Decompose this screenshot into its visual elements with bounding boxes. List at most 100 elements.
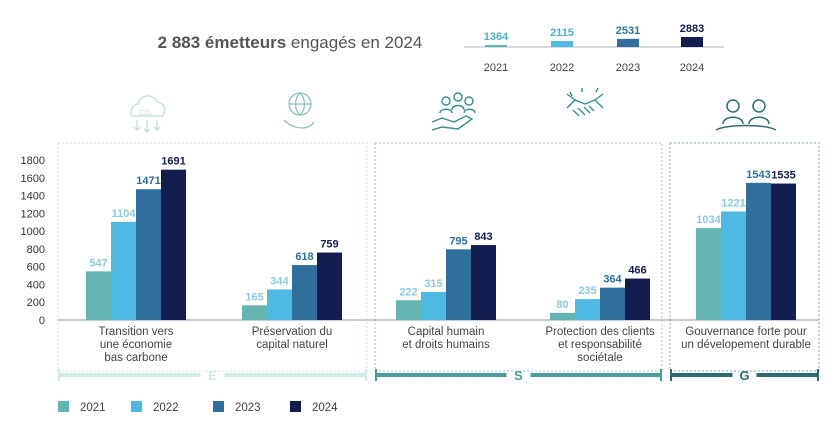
legend-label-2023: 2023 (235, 402, 261, 414)
top-value-label-2021: 1364 (484, 31, 509, 43)
data-label-2022: 235 (578, 285, 596, 297)
category-label-line: un dévelopement durable (681, 339, 811, 351)
top-year-label-2023: 2023 (616, 62, 640, 74)
y-tick-label: 1400 (21, 191, 45, 203)
data-label-2024: 759 (320, 239, 338, 251)
bar-2021 (242, 305, 267, 320)
y-tick-label: 600 (27, 262, 45, 274)
bar-2024 (161, 169, 186, 320)
data-label-2023: 364 (603, 274, 622, 286)
bar-2022 (111, 221, 136, 320)
data-label-2022: 1104 (112, 208, 137, 220)
category-label-line: et droits humains (402, 339, 490, 351)
bar-2023 (600, 287, 625, 320)
category-label-line: sociétale (577, 352, 622, 364)
data-label-2021: 1034 (696, 214, 721, 226)
data-label-2023: 1543 (746, 169, 770, 181)
bar-2024 (471, 245, 496, 320)
group-label-E: E (208, 368, 217, 383)
bar-2022 (421, 292, 446, 320)
bar-2023 (746, 182, 771, 320)
category-label-line: Protection des clients (545, 326, 655, 338)
category-label: Transition vers une économie bas carbone (99, 326, 174, 364)
bar-2021 (86, 271, 111, 320)
group-label-G: G (739, 368, 749, 383)
data-label-2024: 843 (474, 231, 492, 243)
top-value-label-2023: 2531 (616, 25, 640, 37)
top-year-label-2022: 2022 (550, 62, 574, 74)
title-rest: engagés en 2024 (286, 33, 422, 52)
bar-2022 (267, 289, 292, 320)
data-label-2022: 1221 (721, 197, 745, 209)
page-title: 2 883 émetteurs engagés en 2024 (158, 33, 423, 52)
category-label-line: une économie (100, 339, 172, 351)
category-label-line: Gouvernance forte pour (685, 326, 807, 338)
bar-2024 (317, 252, 342, 320)
bar-2023 (136, 189, 161, 320)
y-tick-label: 200 (27, 297, 45, 309)
meeting-people-icon (715, 99, 777, 131)
category-label-line: Transition vers (99, 326, 174, 338)
bar-2022 (575, 299, 600, 320)
y-tick-label: 1000 (21, 226, 45, 238)
data-label-2021: 222 (399, 286, 417, 298)
bar-2021 (696, 228, 721, 320)
group-label-S: S (514, 368, 523, 383)
top-year-label-2024: 2024 (680, 62, 704, 74)
top-bar-2023 (617, 38, 639, 47)
legend-swatch-2023 (213, 401, 224, 412)
data-label-2021: 165 (245, 291, 263, 303)
legend-swatch-2024 (290, 401, 301, 412)
legend: 2021 2022 2023 2024 (58, 401, 338, 414)
theme-bar-chart: 0 200 400 600 800 1000 1200 1400 1600 1800 547 1104… (21, 155, 819, 364)
bar-2023 (292, 265, 317, 320)
legend-label-2021: 2021 (80, 402, 106, 414)
data-label-2021: 80 (556, 299, 568, 311)
bar-2024 (625, 278, 650, 320)
svg-text:CO₂: CO₂ (139, 110, 153, 117)
category-label: Protection des clients et responsabilité s… (545, 326, 655, 364)
category-label: Préservation du capital naturel (252, 326, 333, 351)
legend-label-2022: 2022 (153, 402, 179, 414)
data-label-2022: 344 (270, 275, 289, 287)
data-label-2024: 466 (628, 265, 646, 277)
data-label-2022: 315 (424, 278, 442, 290)
legend-swatch-2022 (131, 401, 142, 412)
y-tick-label: 800 (27, 244, 45, 256)
top-year-label-2021: 2021 (484, 62, 508, 74)
legend-swatch-2021 (58, 401, 69, 412)
bar-2022 (721, 211, 746, 320)
y-tick-label: 1800 (21, 155, 45, 167)
top-bar-2024 (681, 37, 703, 47)
handshake-icon (566, 87, 604, 117)
data-label-2021: 547 (89, 257, 107, 269)
title-bold: 2 883 émetteurs (158, 33, 287, 52)
people-hand-icon (431, 92, 476, 131)
category-label-line: capital naturel (256, 339, 328, 351)
group-frame-e (57, 142, 368, 372)
data-label-2023: 618 (295, 251, 313, 263)
yearly-total-chart: 1364 2021 2115 2022 2531 2023 2883 2024 (464, 23, 724, 74)
group-frame-s (374, 142, 663, 372)
bar-2024 (771, 183, 796, 320)
legend-label-2024: 2024 (312, 402, 338, 414)
bar-2021 (550, 312, 575, 320)
category-label: Capital humain et droits humains (402, 326, 490, 351)
y-tick-label: 400 (27, 279, 45, 291)
globe-hand-icon (283, 92, 315, 129)
category-label-line: et responsabilité (558, 339, 642, 351)
group-frame-g (669, 142, 820, 372)
bar-2021 (396, 300, 421, 320)
top-bar-2021 (485, 45, 507, 47)
top-value-label-2022: 2115 (550, 27, 574, 39)
data-label-2024: 1535 (771, 170, 795, 182)
category-label-line: bas carbone (104, 352, 167, 364)
category-label-line: Capital humain (408, 326, 485, 338)
bar-2023 (446, 249, 471, 320)
data-label-2024: 1691 (161, 156, 185, 168)
top-bar-2022 (551, 41, 573, 47)
y-tick-label: 0 (39, 315, 45, 327)
data-label-2023: 1471 (136, 175, 160, 187)
y-tick-label: 1600 (21, 173, 45, 185)
